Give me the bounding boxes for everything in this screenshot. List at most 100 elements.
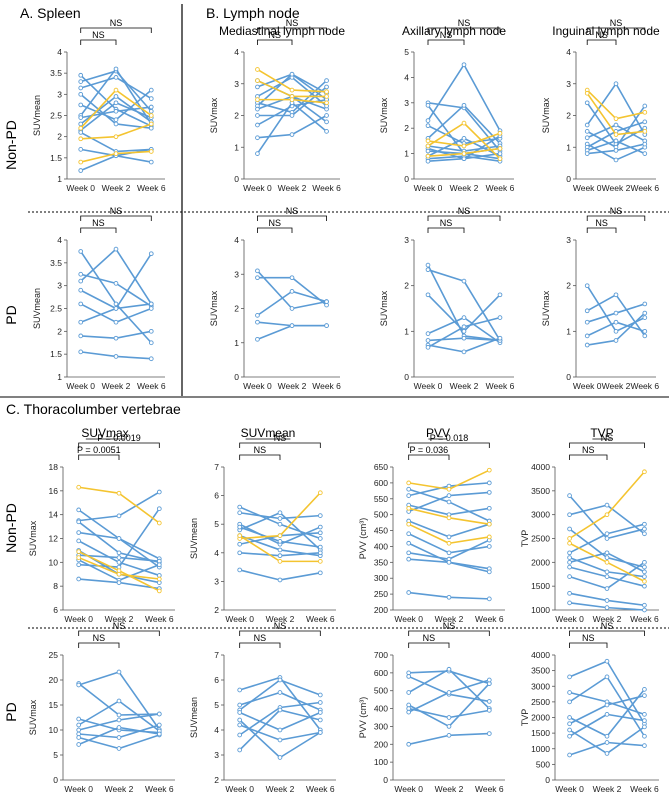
y-tick-label: 0: [234, 372, 239, 382]
data-point: [406, 505, 412, 511]
significance-label: P = 0.018: [430, 433, 469, 443]
y-tick-label: 3500: [531, 486, 550, 496]
data-point: [567, 564, 572, 570]
data-point: [567, 559, 572, 565]
data-point: [497, 292, 503, 298]
data-point: [78, 121, 84, 127]
data-point: [567, 733, 572, 739]
y-tick-label: 1: [404, 326, 409, 336]
significance-label: NS: [458, 206, 471, 216]
data-point: [317, 513, 323, 518]
significance-label: NS: [254, 445, 267, 455]
significance-label: P = 0.0051: [77, 445, 121, 455]
data-point: [604, 574, 610, 579]
data-point: [78, 301, 84, 307]
x-tick-label: Week 2: [105, 614, 134, 624]
data-point: [604, 605, 610, 610]
data-point: [461, 156, 467, 162]
data-point: [584, 100, 590, 106]
y-tick-label: 1.5: [50, 349, 62, 359]
y-tick-label: 500: [374, 686, 388, 696]
data-point: [324, 129, 329, 134]
data-point: [148, 356, 154, 362]
x-tick-label: Week 0: [394, 614, 423, 624]
data-point: [148, 108, 154, 114]
data-point: [425, 331, 431, 336]
y-axis-label: SUVmax: [209, 290, 219, 326]
y-axis-label: PVV (cm³): [358, 697, 368, 739]
y-tick-label: 3: [214, 576, 219, 586]
data-point: [604, 586, 610, 591]
data-point: [148, 251, 154, 257]
x-tick-label: Week 0: [573, 381, 602, 391]
data-point: [446, 540, 452, 546]
data-point: [317, 692, 323, 698]
x-tick-label: Week 6: [630, 614, 659, 624]
data-point: [446, 534, 452, 540]
y-axis-label: SUVmax: [541, 97, 551, 133]
data-point: [116, 555, 122, 560]
significance-bracket: [586, 27, 646, 33]
significance-label: NS: [274, 433, 287, 443]
x-tick-label: Week 2: [593, 614, 622, 624]
data-point: [604, 559, 610, 565]
data-point: [642, 103, 648, 109]
y-tick-label: 6: [214, 491, 219, 501]
data-point: [113, 94, 119, 99]
data-point: [613, 310, 619, 316]
y-tick-label: 3: [566, 79, 571, 89]
y-axis-label: SUVmax: [209, 97, 219, 133]
significance-bracket: [80, 215, 152, 221]
series-line: [408, 683, 490, 728]
series-line: [408, 520, 490, 538]
y-tick-label: 1500: [531, 728, 550, 738]
series-line: [408, 542, 490, 570]
y-tick-label: 2.5: [50, 111, 62, 121]
data-point: [604, 712, 610, 717]
data-point: [642, 531, 647, 537]
section-c-title: C. Thoracolumber vertebrae: [6, 401, 181, 417]
significance-label: NS: [443, 621, 456, 631]
data-point: [78, 349, 84, 355]
data-point: [613, 132, 619, 137]
chart-panel-11: 1000 1500 2000 2500 3000 3500 4000 Week 0 Week 2…: [520, 426, 659, 624]
y-tick-label: 1: [404, 149, 409, 159]
section-b-title: B. Lymph node: [206, 5, 300, 21]
chart-panel-15: 0 500 1000 1500 2000 2500 3000 3500 4000 Week 0 We…: [520, 621, 659, 794]
x-tick-label: Week 0: [414, 381, 443, 391]
significance-label: NS: [582, 445, 595, 455]
data-point: [277, 559, 283, 564]
significance-label: P = 0.036: [410, 445, 449, 455]
significance-bracket: [408, 642, 450, 648]
data-point: [425, 102, 431, 108]
data-point: [113, 151, 119, 156]
data-point: [642, 129, 648, 134]
data-point: [148, 104, 154, 110]
y-tick-label: 18: [49, 462, 59, 472]
data-point: [567, 600, 572, 606]
data-point: [76, 742, 82, 747]
data-point: [76, 538, 82, 544]
data-point: [604, 502, 610, 508]
data-point: [461, 328, 467, 334]
data-point: [604, 555, 610, 560]
x-tick-label: Week 2: [450, 183, 479, 193]
y-tick-label: 500: [536, 759, 550, 769]
data-point: [642, 724, 647, 730]
y-tick-label: 12: [49, 534, 59, 544]
data-point: [116, 712, 122, 718]
y-tick-label: 3: [234, 269, 239, 279]
data-point: [604, 733, 610, 739]
significance-label: NS: [458, 18, 471, 28]
data-point: [567, 727, 572, 733]
data-point: [461, 324, 467, 330]
y-tick-label: 250: [374, 589, 388, 599]
significance-bracket: [257, 39, 293, 45]
data-point: [642, 559, 647, 565]
y-tick-label: 2: [214, 605, 219, 615]
significance-bracket: [586, 227, 617, 233]
data-point: [237, 550, 243, 556]
data-point: [116, 536, 122, 541]
data-point: [406, 550, 412, 556]
